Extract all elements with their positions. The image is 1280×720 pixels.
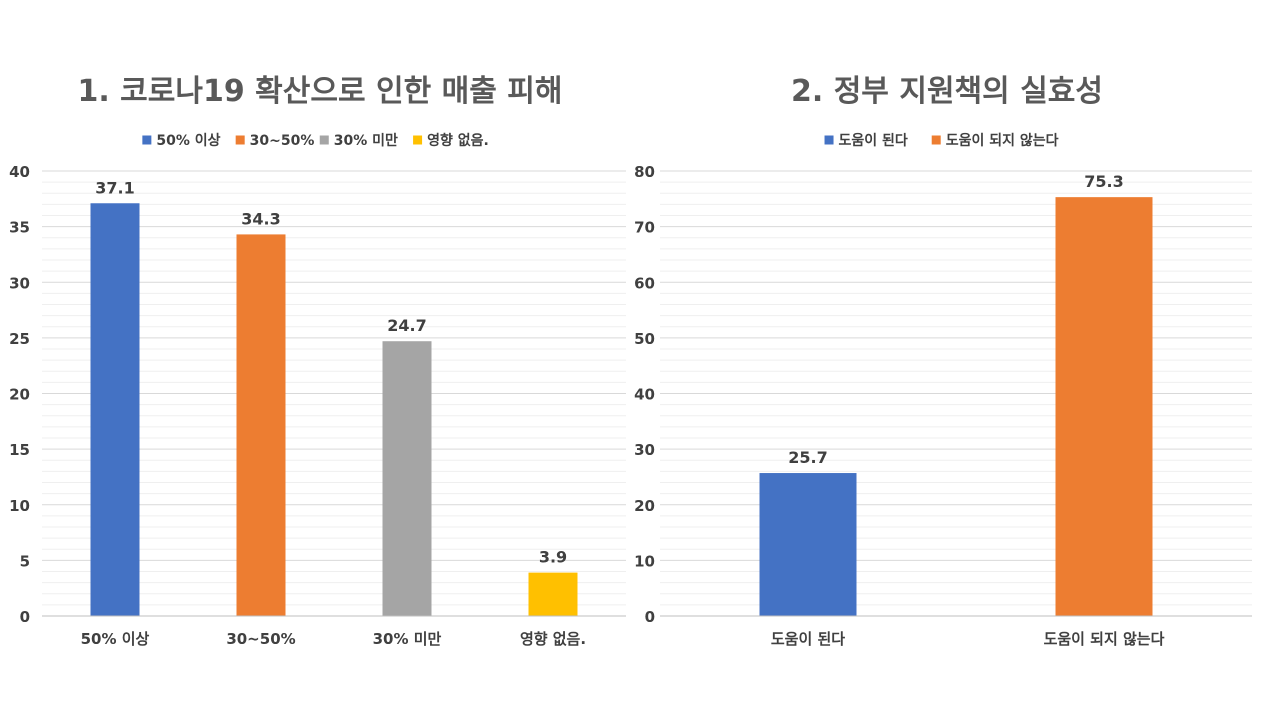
y-tick-label: 20 bbox=[634, 497, 655, 515]
category-label: 도움이 되지 않는다 bbox=[1044, 630, 1165, 648]
y-tick-label: 30 bbox=[634, 441, 655, 459]
category-label: 도움이 된다 bbox=[771, 630, 845, 648]
legend-item-영향-없음: 영향 없음. bbox=[413, 132, 489, 149]
data-labels: 37.1 34.3 24.7 3.9 bbox=[95, 178, 567, 566]
y-tick-label: 35 bbox=[9, 219, 30, 237]
y-tick-label: 80 bbox=[634, 163, 655, 181]
bar-50-이상 bbox=[90, 203, 140, 616]
chart-sales-damage: 1. 코로나19 확산으로 인한 매출 피해 50% 이상 30~50% 30% 미… bbox=[9, 74, 626, 648]
legend-label: 30~50% bbox=[250, 133, 315, 149]
legend-swatch bbox=[413, 135, 423, 145]
legend-swatch bbox=[319, 135, 329, 145]
category-label: 30% 미만 bbox=[373, 630, 442, 648]
legend: 도움이 된다 도움이 되지 않는다 bbox=[824, 132, 1059, 149]
y-axis: 0 10 20 30 40 50 60 70 80 bbox=[634, 163, 655, 626]
legend-item-50-이상: 50% 이상 bbox=[142, 132, 221, 149]
data-label: 24.7 bbox=[387, 316, 426, 335]
legend-swatch bbox=[824, 135, 834, 145]
legend-swatch bbox=[931, 135, 941, 145]
legend-item-도움이-된다: 도움이 된다 bbox=[824, 132, 908, 149]
legend-swatch bbox=[142, 135, 152, 145]
y-tick-label: 30 bbox=[9, 274, 30, 292]
legend-item-30-50: 30~50% bbox=[235, 133, 315, 149]
legend-label: 50% 이상 bbox=[156, 132, 220, 149]
legend-swatch bbox=[235, 135, 245, 145]
bar-30-미만 bbox=[382, 341, 432, 616]
legend-item-30-미만: 30% 미만 bbox=[319, 133, 398, 149]
legend-label: 도움이 되지 않는다 bbox=[946, 132, 1059, 149]
data-labels: 25.7 75.3 bbox=[788, 172, 1123, 467]
legend-label: 30% 미만 bbox=[334, 133, 398, 149]
category-label: 50% 이상 bbox=[81, 630, 150, 648]
legend-label: 영향 없음. bbox=[427, 132, 489, 149]
data-label: 3.9 bbox=[539, 548, 567, 567]
y-tick-label: 5 bbox=[20, 552, 30, 570]
bar-영향-없음 bbox=[528, 572, 578, 616]
legend-label: 도움이 된다 bbox=[839, 132, 908, 149]
bar-도움이-된다 bbox=[759, 473, 857, 616]
bars bbox=[759, 197, 1153, 617]
legend: 50% 이상 30~50% 30% 미만 영향 없음. bbox=[142, 132, 489, 149]
bars bbox=[90, 203, 578, 616]
data-label: 37.1 bbox=[95, 178, 134, 197]
y-tick-label: 40 bbox=[634, 386, 655, 404]
data-label: 34.3 bbox=[241, 209, 280, 228]
gridlines bbox=[660, 170, 1252, 606]
y-tick-label: 50 bbox=[634, 330, 655, 348]
x-axis: 도움이 된다 도움이 되지 않는다 bbox=[660, 615, 1252, 648]
y-tick-label: 70 bbox=[634, 219, 655, 237]
chart-title: 2. 정부 지원책의 실효성 bbox=[791, 74, 1103, 109]
data-label: 25.7 bbox=[788, 448, 827, 467]
chart-policy-effectiveness: 2. 정부 지원책의 실효성 도움이 된다 도움이 되지 않는다 01020304… bbox=[634, 74, 1252, 648]
category-label: 영향 없음. bbox=[520, 630, 586, 648]
y-tick-label: 60 bbox=[634, 274, 655, 292]
y-tick-label: 10 bbox=[634, 552, 655, 570]
y-tick-label: 40 bbox=[9, 163, 30, 181]
y-axis: 0 5 10 15 20 25 30 35 40 bbox=[9, 163, 30, 626]
x-axis: 50% 이상 30~50% 30% 미만 영향 없음. bbox=[42, 615, 626, 648]
bar-30-50 bbox=[236, 234, 286, 616]
y-tick-label: 10 bbox=[9, 497, 30, 515]
chart-title: 1. 코로나19 확산으로 인한 매출 피해 bbox=[77, 74, 562, 109]
legend-item-도움이-되지-않는다: 도움이 되지 않는다 bbox=[931, 132, 1059, 149]
bar-도움이-되지-않는다 bbox=[1055, 197, 1153, 617]
y-tick-label: 0 bbox=[645, 608, 655, 626]
y-tick-label: 0 bbox=[20, 608, 30, 626]
y-tick-label: 15 bbox=[9, 441, 30, 459]
y-tick-label: 25 bbox=[9, 330, 30, 348]
y-tick-label: 20 bbox=[9, 386, 30, 404]
category-label: 30~50% bbox=[226, 630, 295, 648]
data-label: 75.3 bbox=[1084, 172, 1123, 191]
